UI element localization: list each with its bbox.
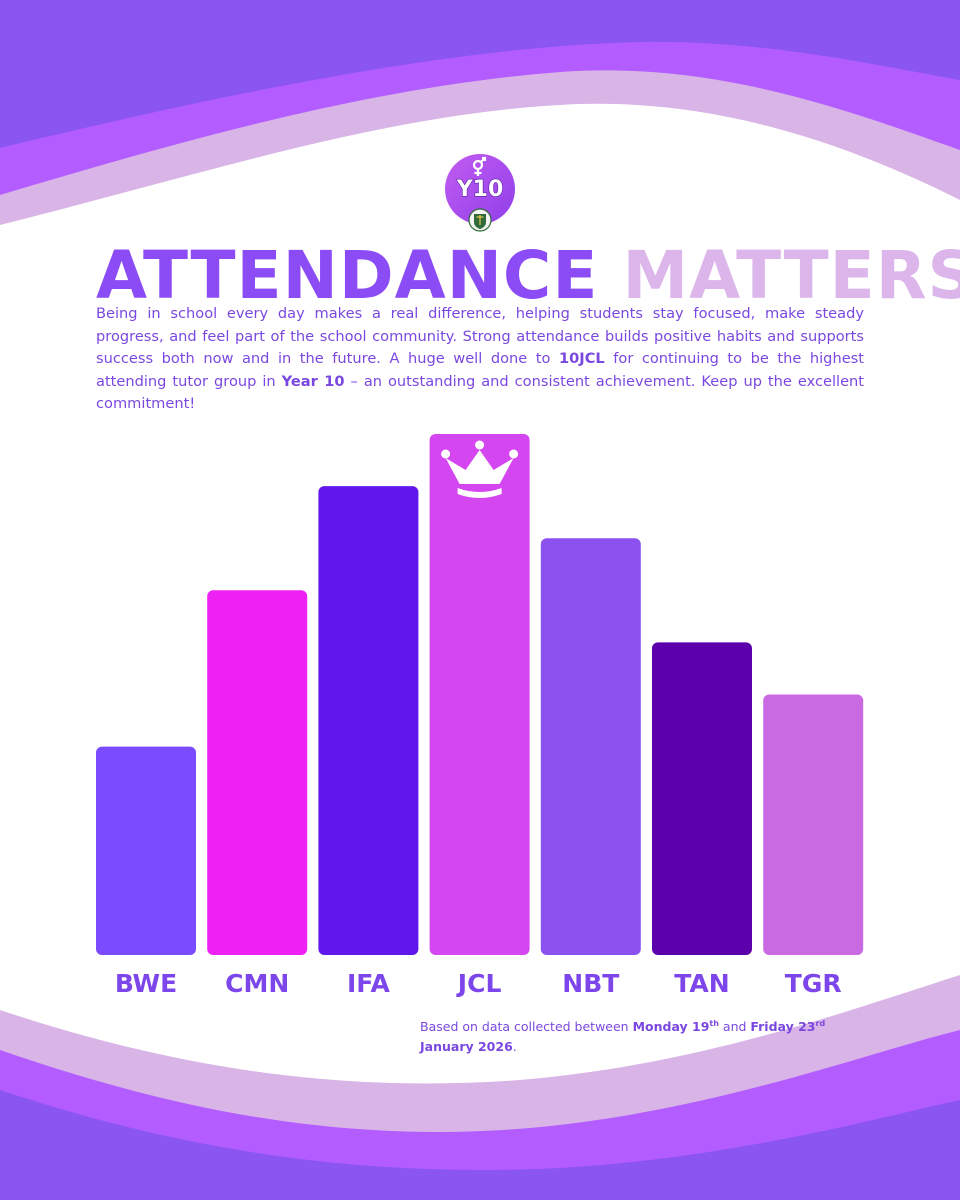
page-title: ATTENDANCE MATTERS: [96, 237, 960, 314]
footnote-prefix: Based on data collected between: [420, 1019, 633, 1034]
gender-symbol-icon: [472, 156, 487, 176]
data-footnote: Based on data collected between Monday 1…: [420, 1017, 870, 1057]
bar-label-bwe: BWE: [115, 969, 177, 998]
crown-icon: [441, 440, 519, 498]
bar-bwe: [96, 746, 196, 955]
bar-label-ifa: IFA: [347, 969, 391, 998]
school-crest-icon: [468, 208, 492, 232]
intro-highlight-year: Year 10: [281, 372, 345, 390]
badge-circle: [445, 154, 515, 224]
footnote-period: .: [512, 1039, 517, 1054]
footnote-end-rest: January 2026: [420, 1039, 513, 1054]
bar-tan: [652, 642, 752, 955]
intro-paragraph: Being in school every day makes a real d…: [96, 303, 864, 416]
year-logo: Y10: [443, 152, 517, 234]
footnote-start-day: Monday 19: [632, 1019, 710, 1034]
bar-nbt: [540, 538, 641, 955]
bar-label-tgr: TGR: [785, 969, 842, 998]
intro-text-2: for continuing to be the highest attendi…: [96, 350, 864, 390]
bar-cmn: [207, 590, 308, 955]
bar-label-cmn: CMN: [225, 969, 289, 998]
bar-label-nbt: NBT: [562, 969, 619, 998]
intro-text-1: Being in school every day makes a real d…: [96, 305, 864, 368]
badge-text: Y10: [456, 177, 504, 202]
bar-tgr: [763, 694, 864, 955]
top-wave-dark: [0, 0, 960, 148]
attendance-bar-chart: BWE CMN IFA JCL NBT TAN TGR: [96, 434, 864, 998]
intro-highlight-group: 10JCL: [558, 350, 605, 368]
bar-label-tan: TAN: [674, 969, 729, 998]
bar-label-jcl: JCL: [456, 969, 502, 998]
footnote-end-day: Friday 23: [750, 1019, 816, 1034]
title-word-2: MATTERS: [622, 237, 960, 314]
intro-text-3: – an outstanding and consistent achievem…: [96, 372, 865, 413]
title-word-1: ATTENDANCE: [96, 237, 599, 314]
footnote-and: and: [718, 1019, 751, 1034]
footnote-end-suffix: rd: [815, 1018, 826, 1028]
bottom-wave-dark: [0, 1090, 960, 1200]
footnote-start-suffix: th: [709, 1018, 719, 1028]
bar-ifa: [318, 486, 419, 955]
bar-jcl: [429, 434, 530, 955]
